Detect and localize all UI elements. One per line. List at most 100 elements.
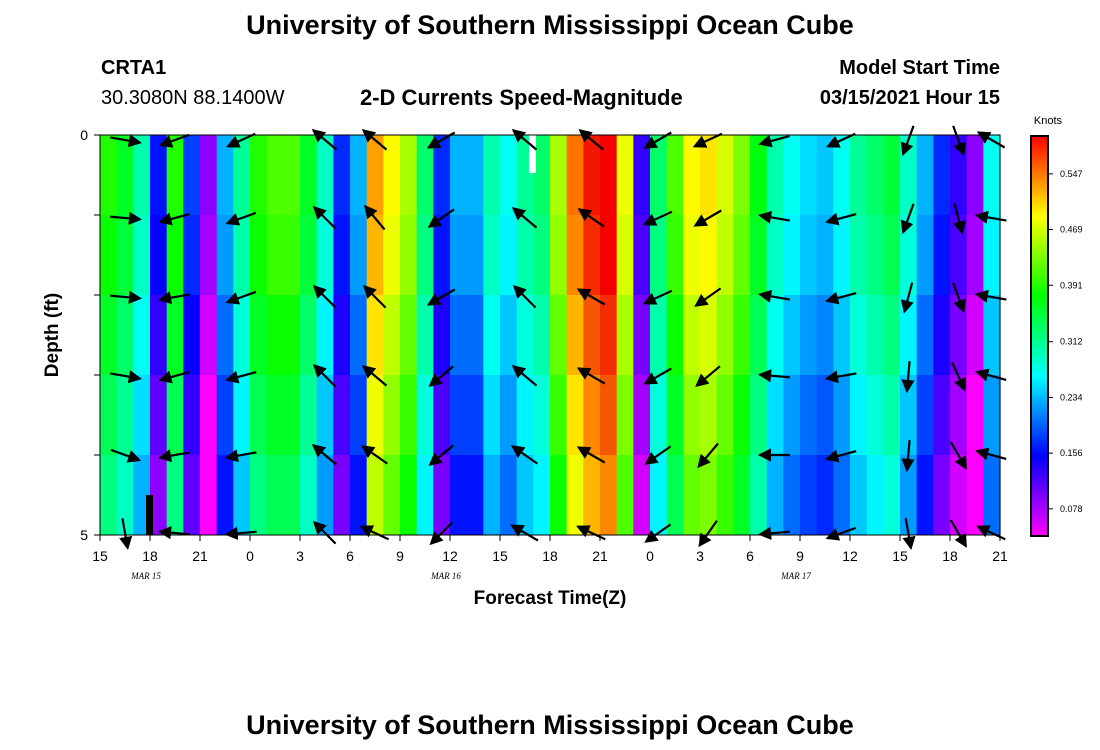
heatmap-cell xyxy=(350,455,368,536)
heatmap-cell xyxy=(883,375,901,456)
heatmap-cell xyxy=(700,215,718,296)
current-vector xyxy=(901,440,915,473)
current-vector xyxy=(361,364,388,387)
heatmap-cell xyxy=(900,375,918,456)
x-tick-label: 6 xyxy=(746,548,754,564)
heatmap-cell xyxy=(533,455,551,536)
heatmap-cell xyxy=(666,455,684,536)
heatmap-cell xyxy=(783,215,801,296)
heatmap-cell xyxy=(583,135,601,216)
heatmap-cell xyxy=(250,135,268,216)
heatmap-cell xyxy=(966,295,984,376)
heatmap-cell xyxy=(783,375,801,456)
colorbar-tick-label: 0.078 xyxy=(1060,504,1083,514)
heatmap-cell xyxy=(250,295,268,376)
current-vector xyxy=(426,131,456,149)
heatmap-cell xyxy=(966,375,984,456)
heatmap-cell xyxy=(933,375,951,456)
colorbar-tick-label: 0.312 xyxy=(1060,337,1083,347)
current-vector xyxy=(312,363,337,388)
current-vector xyxy=(158,212,190,226)
heatmap-cell xyxy=(783,455,801,536)
current-vector xyxy=(312,284,337,309)
current-vector xyxy=(311,443,338,466)
heatmap-cell xyxy=(700,135,718,216)
heatmap-cell xyxy=(400,375,418,456)
heatmap-cell xyxy=(816,215,834,296)
heatmap-cell xyxy=(700,455,718,536)
heatmap-cell xyxy=(333,215,351,296)
current-vector xyxy=(426,288,456,306)
heatmap-cell xyxy=(150,295,168,376)
current-vector xyxy=(824,370,857,384)
current-vector xyxy=(642,289,673,305)
heatmap-cell xyxy=(850,135,868,216)
current-vector xyxy=(578,128,604,151)
heatmap-cell xyxy=(550,375,568,456)
current-vector xyxy=(976,525,1006,541)
heatmap-cell xyxy=(300,215,318,296)
page-title: University of Southern Mississippi Ocean… xyxy=(246,10,854,40)
heatmap-cell xyxy=(483,295,501,376)
heatmap-cell xyxy=(883,215,901,296)
heatmap-cell xyxy=(233,215,251,296)
current-vector xyxy=(758,289,790,303)
current-vector xyxy=(695,365,721,388)
heatmap-cell xyxy=(866,215,884,296)
colorbar-tick-label: 0.234 xyxy=(1060,392,1083,402)
model-start-value: 03/15/2021 Hour 15 xyxy=(819,87,1000,109)
current-vector xyxy=(224,449,257,463)
current-vector xyxy=(825,526,857,541)
current-vector xyxy=(952,125,966,157)
heatmap-cell xyxy=(400,455,418,536)
heatmap-cell xyxy=(600,215,618,296)
heatmap-cell xyxy=(266,295,284,376)
colorbar: Knots 0.547 0.469 0.391 0.312 0.234 0.156 0.07… xyxy=(1030,115,1083,537)
current-vector xyxy=(225,290,257,305)
heatmap-cell xyxy=(116,375,134,456)
heatmap-cell xyxy=(916,295,934,376)
heatmap-cell xyxy=(900,215,918,296)
heatmap-cell xyxy=(133,215,151,296)
current-vector xyxy=(642,210,673,226)
current-vector xyxy=(158,291,190,305)
heatmap-cell xyxy=(216,375,234,456)
heatmap-cell xyxy=(650,215,668,296)
heatmap-cell xyxy=(216,455,234,536)
heatmap-cell xyxy=(350,215,368,296)
heatmap-cell xyxy=(983,455,1001,536)
current-vector xyxy=(952,203,966,235)
heatmap-cell xyxy=(716,135,734,216)
current-vector xyxy=(576,525,606,541)
heatmap-cell xyxy=(583,455,601,536)
heatmap-cell xyxy=(883,295,901,376)
current-vector xyxy=(158,133,190,148)
heatmap-cell xyxy=(933,135,951,216)
heatmap-cell xyxy=(633,135,651,216)
heatmap-cell xyxy=(666,215,684,296)
heatmap-cell xyxy=(533,375,551,456)
heatmap-cell xyxy=(450,455,468,536)
x-date-label: MAR 16 xyxy=(430,571,461,581)
y-axis-label: Depth (ft) xyxy=(42,293,63,377)
heatmap-cell xyxy=(516,455,534,536)
footer-title: University of Southern Mississippi Ocean… xyxy=(246,710,854,740)
heatmap-cell xyxy=(433,455,451,536)
heatmap-cell xyxy=(666,295,684,376)
current-vector xyxy=(360,445,388,465)
heatmap-cell xyxy=(450,375,468,456)
heatmap-cell xyxy=(533,215,551,296)
heatmap-cell xyxy=(850,455,868,536)
heatmap-cell xyxy=(200,215,218,296)
heatmap-cell xyxy=(183,215,201,296)
heatmap-cell xyxy=(400,295,418,376)
heatmap-cell xyxy=(116,215,134,296)
current-vector xyxy=(758,134,790,148)
heatmap-cell xyxy=(716,455,734,536)
heatmap-cell xyxy=(866,455,884,536)
heatmap-cell xyxy=(416,215,434,296)
heatmap-cell xyxy=(816,135,834,216)
heatmap-cell xyxy=(816,455,834,536)
heatmap-cell xyxy=(633,375,651,456)
